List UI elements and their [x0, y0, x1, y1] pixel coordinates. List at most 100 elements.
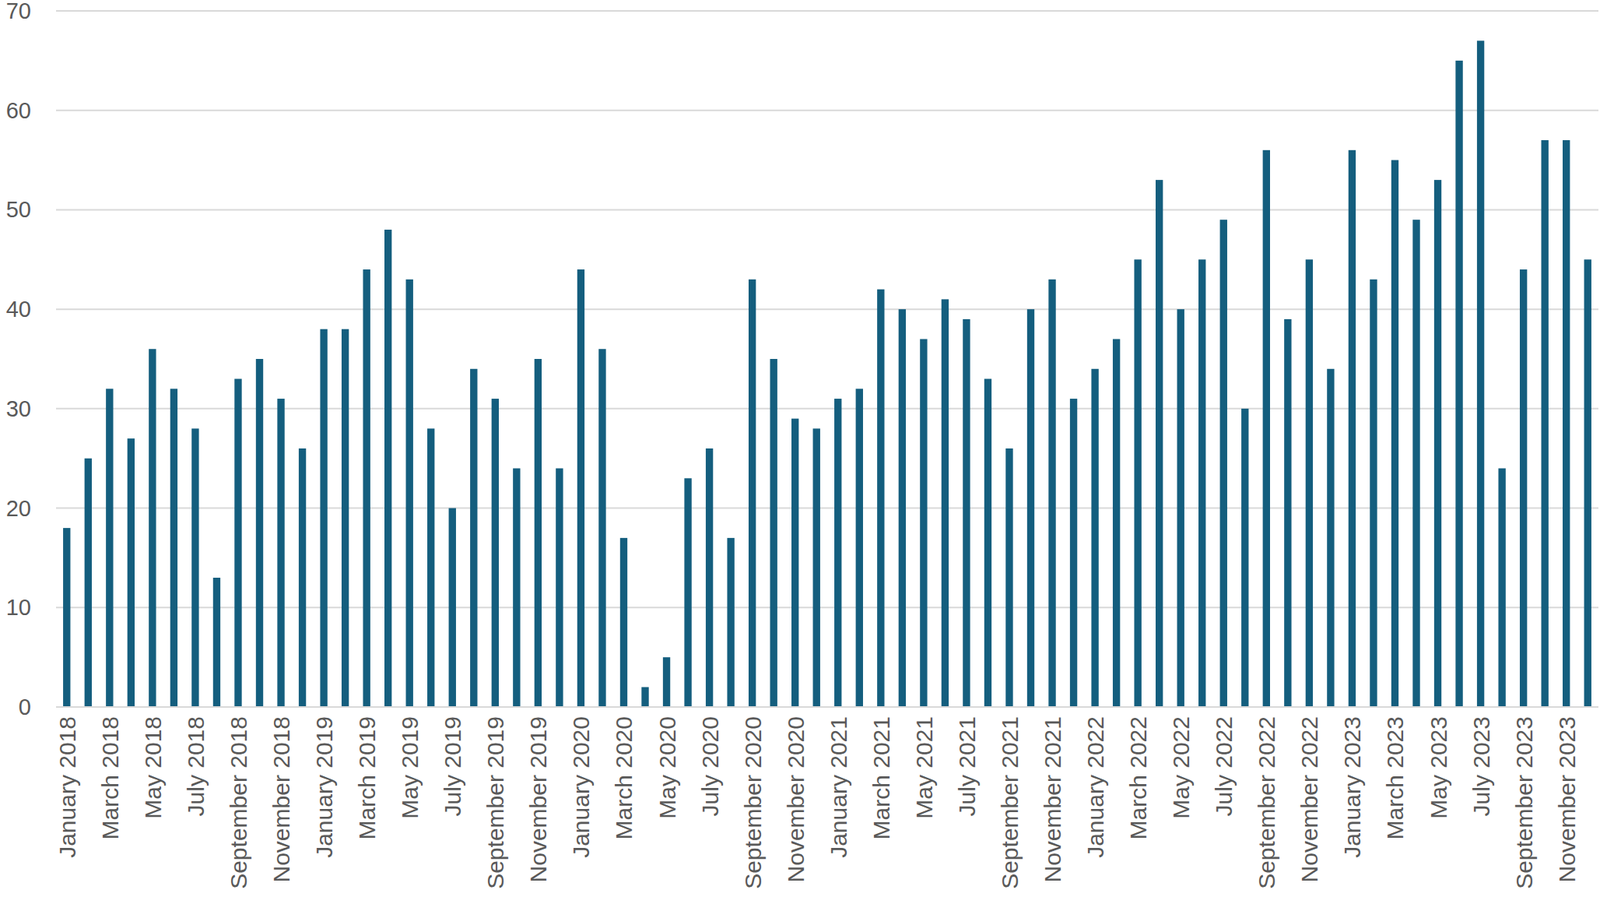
- bar: [277, 398, 285, 707]
- bar: [898, 308, 906, 707]
- x-tick-label: January 2020: [568, 715, 594, 858]
- bar: [319, 329, 327, 707]
- bar: [234, 378, 242, 707]
- bar: [191, 428, 199, 707]
- x-tick-label: November 2022: [1296, 715, 1323, 882]
- bar: [726, 537, 734, 707]
- bar: [598, 348, 606, 707]
- x-tick-label: November 2019: [525, 715, 551, 882]
- bar: [834, 398, 842, 707]
- bar: [534, 358, 542, 707]
- bar: [63, 527, 71, 707]
- x-tick-label: March 2020: [610, 715, 637, 839]
- bar: [555, 467, 563, 707]
- bar: [1455, 60, 1463, 707]
- bar: [170, 388, 178, 707]
- y-tick-label: 70: [6, 0, 32, 24]
- bar: [1091, 368, 1099, 707]
- grid-line: [56, 606, 1599, 608]
- bar: [1434, 179, 1442, 707]
- bar: [1498, 467, 1506, 707]
- bar: [1005, 448, 1013, 707]
- bar: [877, 289, 885, 707]
- x-tick-label: September 2021: [996, 715, 1023, 889]
- bar: [256, 358, 264, 707]
- x-tick-label: March 2021: [868, 715, 895, 839]
- bar: [1220, 219, 1228, 707]
- x-tick-label: July 2022: [1210, 715, 1237, 816]
- y-tick-label: 50: [6, 196, 32, 222]
- y-tick-label: 60: [6, 98, 32, 123]
- bar: [1584, 259, 1592, 707]
- bar: [770, 358, 778, 707]
- bar: [127, 438, 135, 707]
- bar: [620, 537, 628, 707]
- x-tick-label: January 2021: [825, 715, 852, 858]
- bar: [941, 298, 949, 707]
- x-tick-label: May 2022: [1168, 715, 1194, 819]
- grid-line: [56, 10, 1599, 12]
- bar: [427, 428, 435, 707]
- bar: [1305, 259, 1313, 707]
- chart: 010203040506070January 2018March 2018May…: [0, 0, 1600, 918]
- bar: [298, 448, 306, 707]
- bar: [1519, 269, 1527, 707]
- y-axis: 010203040506070: [6, 0, 32, 720]
- x-tick-label: September 2022: [1253, 715, 1280, 889]
- x-tick-label: May 2019: [396, 715, 423, 819]
- bar: [1133, 259, 1141, 707]
- bar: [1070, 398, 1078, 707]
- bar: [1241, 408, 1249, 707]
- bar: [641, 686, 649, 707]
- x-tick-label: May 2018: [140, 715, 166, 819]
- x-tick-label: May 2021: [911, 715, 937, 819]
- x-tick-label: July 2018: [182, 715, 209, 816]
- bar: [856, 388, 864, 707]
- grid-line: [56, 705, 1599, 708]
- bar: [1112, 338, 1120, 707]
- x-tick-label: January 2022: [1082, 715, 1109, 858]
- bar: [984, 378, 992, 707]
- bar: [406, 279, 414, 707]
- x-tick-label: July 2019: [439, 715, 466, 816]
- x-axis-line: [56, 705, 1599, 708]
- x-tick-label: January 2023: [1339, 715, 1365, 858]
- bar: [1177, 308, 1185, 707]
- x-tick-label: July 2023: [1468, 715, 1495, 816]
- bar: [1198, 259, 1206, 707]
- bar: [1477, 40, 1485, 707]
- x-tick-label: September 2019: [482, 715, 509, 889]
- bar: [105, 388, 113, 707]
- bar: [919, 338, 927, 707]
- bar: [362, 269, 370, 707]
- x-tick-label: November 2023: [1554, 715, 1580, 882]
- bar: [1048, 279, 1056, 707]
- grid-line: [56, 507, 1599, 509]
- bar: [1412, 219, 1420, 707]
- bar: [148, 348, 156, 707]
- x-tick-label: September 2020: [740, 715, 766, 889]
- bar: [1541, 140, 1549, 707]
- grid-line: [56, 407, 1599, 410]
- x-tick-label: July 2021: [954, 715, 980, 816]
- bar: [213, 577, 221, 707]
- x-tick-label: May 2020: [654, 715, 681, 819]
- bar: [341, 329, 349, 707]
- grid-line: [56, 109, 1599, 112]
- bar: [84, 458, 92, 707]
- x-tick-label: November 2020: [782, 715, 809, 882]
- bar: [813, 428, 821, 707]
- bar: [1562, 140, 1570, 707]
- bar: [1284, 319, 1292, 707]
- grid-line: [56, 308, 1599, 310]
- x-tick-label: May 2023: [1425, 715, 1452, 819]
- x-tick-label: November 2018: [268, 715, 295, 882]
- bar: [962, 319, 970, 707]
- x-tick-label: January 2019: [311, 715, 337, 858]
- x-tick-label: March 2022: [1125, 715, 1151, 839]
- bar: [491, 398, 499, 707]
- y-tick-label: 0: [18, 694, 32, 720]
- x-axis: January 2018March 2018May 2018July 2018S…: [54, 715, 1580, 889]
- x-tick-label: July 2020: [697, 715, 723, 816]
- bar: [1263, 150, 1271, 707]
